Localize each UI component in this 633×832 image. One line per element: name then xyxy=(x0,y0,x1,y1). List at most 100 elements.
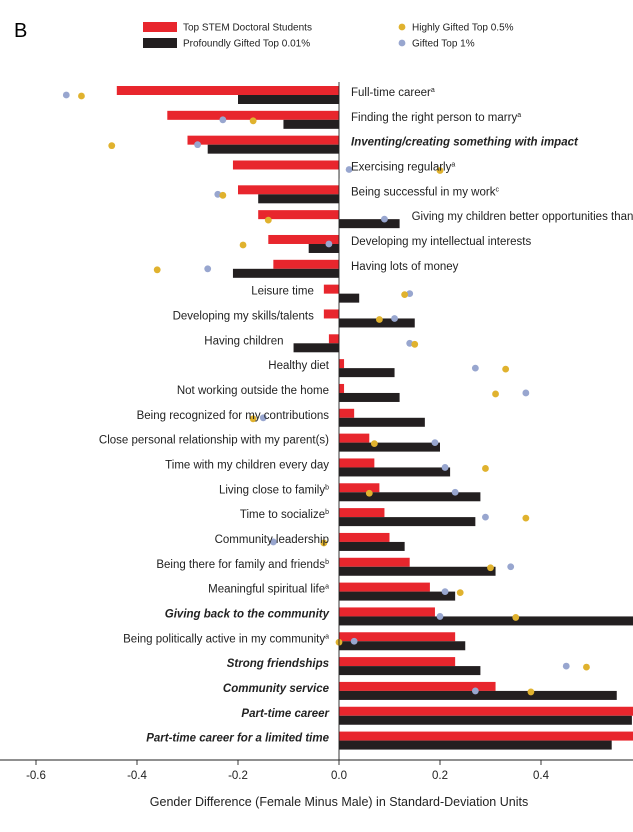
dot-gifted xyxy=(441,588,449,595)
dot-highly xyxy=(401,291,409,299)
dot-gifted xyxy=(436,613,444,620)
dot-highly xyxy=(436,167,444,174)
legend-label-profound: Profoundly Gifted Top 0.01% xyxy=(183,39,310,50)
category-label: Giving back to the community xyxy=(165,608,330,620)
dot-gifted xyxy=(406,339,414,347)
dot-gifted xyxy=(219,116,227,124)
dot-highly xyxy=(365,489,373,497)
bar-profound xyxy=(339,715,632,725)
bar-profound xyxy=(339,591,456,601)
category-label: Part-time career for a limited time xyxy=(146,733,329,745)
category-row: Community service xyxy=(223,681,617,700)
dot-gifted xyxy=(269,538,277,546)
bar-stem xyxy=(339,408,355,418)
category-label: Community leadership xyxy=(215,534,329,546)
category-label: Being successful in my workc xyxy=(351,186,499,198)
bar-profound xyxy=(283,119,339,129)
bar-stem xyxy=(339,657,456,667)
legend-swatch-gifted xyxy=(398,39,406,47)
dot-gifted xyxy=(441,464,449,471)
bar-profound xyxy=(339,368,395,378)
legend-swatch-profound xyxy=(143,38,177,48)
category-row: Meaningful spiritual lifea xyxy=(208,582,464,601)
category-footnote-mark: b xyxy=(325,559,329,566)
category-footnote-mark: a xyxy=(451,161,455,168)
category-label: Exercising regularlya xyxy=(351,161,455,173)
bar-stem xyxy=(323,309,339,319)
category-label: Part-time career xyxy=(241,708,329,720)
bar-profound xyxy=(232,268,339,278)
panel-letter: B xyxy=(14,20,28,42)
category-row: Time with my children every day xyxy=(165,458,489,477)
dot-highly xyxy=(376,316,383,323)
dot-highly xyxy=(264,216,272,224)
bar-profound xyxy=(339,467,451,477)
bar-profound xyxy=(258,194,339,204)
category-label: Strong friendships xyxy=(227,658,329,670)
dot-highly xyxy=(108,142,116,150)
x-axis-title: Gender Difference (Female Minus Male) in… xyxy=(150,795,528,809)
category-row: Having lots of money xyxy=(153,259,459,278)
category-row: Healthy diet xyxy=(268,359,510,378)
dot-highly xyxy=(249,117,257,125)
dot-gifted xyxy=(471,364,479,372)
dot-highly xyxy=(370,440,378,448)
category-row: Being there for family and friendsb xyxy=(156,557,515,576)
category-row: Finding the right person to marrya xyxy=(167,110,521,129)
bar-profound xyxy=(339,293,360,303)
bar-profound xyxy=(207,144,339,154)
x-tick-label: 0.0 xyxy=(331,770,347,782)
category-row: Time to socializeb xyxy=(240,508,530,527)
category-label: Time to socializeb xyxy=(240,509,329,521)
bars-group: Full-time careera Finding the right perso… xyxy=(62,86,633,750)
bar-profound xyxy=(238,95,339,104)
category-label: Being there for family and friendsb xyxy=(156,559,329,571)
bar-profound xyxy=(339,641,466,651)
category-row: Giving back to the community xyxy=(165,607,633,626)
dot-gifted xyxy=(204,265,212,273)
category-row: Leisure time xyxy=(251,284,414,303)
dot-highly xyxy=(487,564,494,572)
category-footnote-mark: b xyxy=(325,509,329,516)
category-label: Being recognized for my contributions xyxy=(137,410,330,422)
bar-profound xyxy=(339,442,440,452)
legend-label-gifted: Gifted Top 1% xyxy=(412,39,475,50)
dot-highly xyxy=(249,415,257,423)
legend-swatch-stem xyxy=(143,22,177,32)
category-label: Giving my children better opportunities … xyxy=(412,211,633,223)
bar-profound xyxy=(339,666,481,676)
dot-highly xyxy=(239,241,247,249)
dot-highly xyxy=(219,191,227,199)
category-label: Developing my skills/talents xyxy=(173,310,315,322)
category-row: Part-time career xyxy=(241,706,633,725)
bar-stem xyxy=(339,681,496,691)
bar-stem xyxy=(258,210,339,220)
bar-stem xyxy=(339,508,385,518)
x-tick-label: 0.2 xyxy=(432,770,448,782)
dot-highly xyxy=(492,390,499,398)
category-label: Living close to familyb xyxy=(219,484,329,496)
bar-profound xyxy=(339,566,496,576)
category-label: Leisure time xyxy=(251,286,314,298)
dot-gifted xyxy=(507,563,515,571)
category-label: Inventing/creating something with impact xyxy=(351,137,579,149)
bar-profound xyxy=(339,740,612,750)
dot-gifted xyxy=(194,141,202,149)
dot-highly xyxy=(456,589,464,596)
category-label: Healthy diet xyxy=(268,360,330,372)
bar-profound xyxy=(293,343,339,353)
bar-profound xyxy=(339,517,476,527)
bar-stem xyxy=(273,259,339,269)
category-row: Exercising regularlya xyxy=(232,160,455,179)
bar-stem xyxy=(339,706,633,716)
x-tick-label: -0.6 xyxy=(26,770,46,782)
category-row: Being recognized for my contributions xyxy=(137,408,425,427)
category-footnote-mark: a xyxy=(325,633,329,640)
dot-gifted xyxy=(406,290,414,298)
category-label: Meaningful spiritual lifea xyxy=(208,584,329,596)
bar-stem xyxy=(232,160,339,170)
category-row: Giving my children better opportunities … xyxy=(258,210,633,229)
category-row: Full-time careera xyxy=(62,86,435,104)
bar-stem xyxy=(339,582,430,592)
